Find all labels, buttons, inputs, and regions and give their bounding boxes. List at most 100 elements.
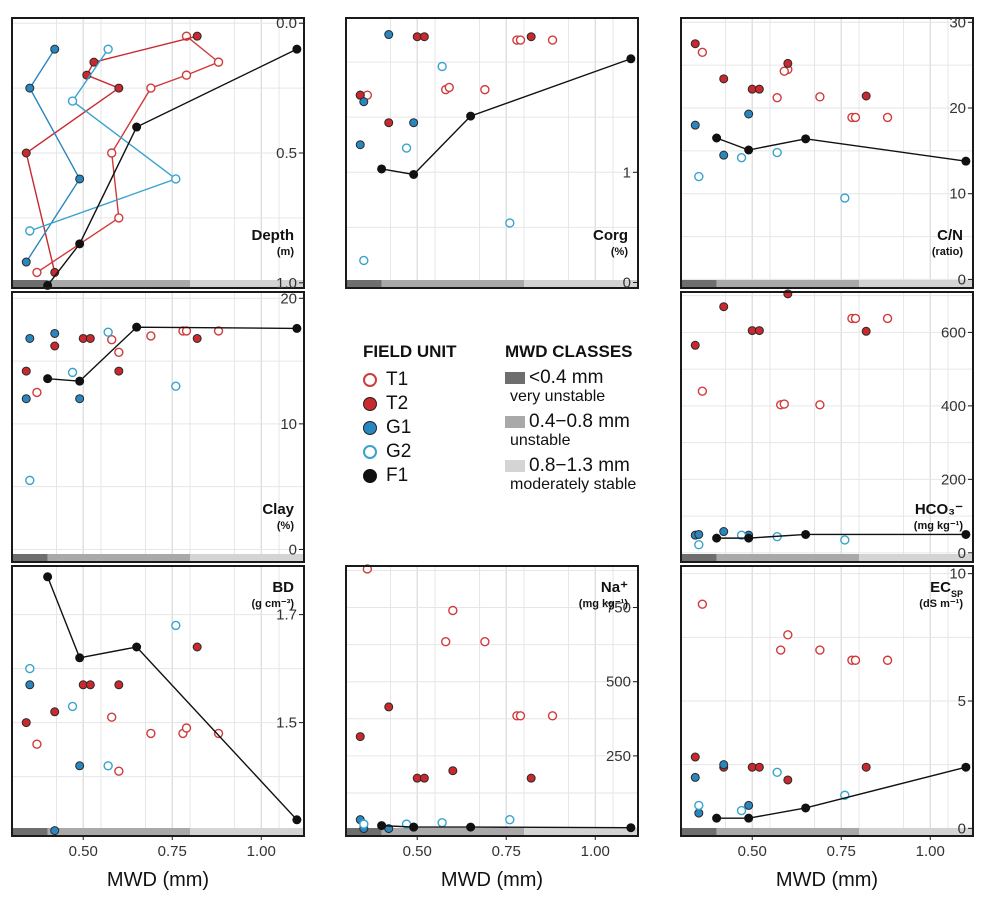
ytick-label: 1 [623, 164, 631, 181]
point-t2 [21, 148, 31, 158]
panel-label-subscript: SP [951, 589, 963, 599]
point-t1 [547, 711, 558, 721]
point-t1 [815, 92, 825, 102]
point-t1 [697, 599, 708, 609]
point-g2 [772, 767, 782, 778]
ytick-label: 400 [941, 398, 966, 415]
mwd-class-bar-3 [859, 554, 973, 562]
point-t1 [32, 739, 42, 749]
g2-marker [363, 445, 377, 459]
point-t1 [882, 313, 893, 324]
point-t2 [754, 84, 764, 94]
mwd-class-bar-2 [381, 828, 525, 836]
mwd-class-bar-2 [381, 280, 525, 288]
panel-corg: 0 1 Corg (%) [345, 17, 639, 291]
point-t1 [32, 267, 42, 278]
point-g1 [21, 394, 31, 404]
panel-label: HCO₃⁻ [915, 501, 963, 518]
series-line-f1 [716, 766, 967, 819]
point-g2 [25, 226, 35, 236]
class-moderately-stable-range: 0.8−1.3 mm [529, 455, 630, 476]
t2-marker [363, 397, 377, 411]
series-line-f1 [47, 48, 298, 286]
ytick-label: 5 [958, 693, 966, 710]
point-g1 [409, 118, 419, 128]
mwd-class-bar-2 [716, 828, 860, 836]
panel-unit: (mg kg⁻¹) [579, 598, 629, 610]
mwd-classes-legend: MWD CLASSES <0.4 mm very unstable 0.4−0.… [505, 342, 636, 500]
xtick-label: 0.50 [738, 843, 767, 860]
point-f1 [744, 533, 754, 543]
point-t2 [690, 340, 700, 350]
point-g1 [75, 394, 85, 404]
point-f1 [132, 322, 142, 332]
xtick-label: 0.50 [69, 843, 98, 860]
point-g1 [50, 328, 60, 338]
mwd-class-bar-3 [190, 554, 304, 562]
point-g2 [840, 193, 850, 203]
point-t1 [815, 400, 825, 410]
class-unstable-swatch [505, 416, 525, 428]
point-f1 [801, 134, 811, 144]
point-g1 [25, 680, 35, 690]
ytick-label: 0 [958, 545, 966, 562]
point-g2 [67, 96, 78, 106]
point-g1 [75, 174, 85, 184]
panel-bd: 1.5 1.7 0.50 0.75 1.00 MWD (mm) BD (g cm⁻³) [11, 565, 305, 891]
point-t2 [419, 773, 429, 783]
point-g2 [505, 814, 515, 825]
point-t2 [114, 366, 124, 376]
point-t2 [419, 32, 429, 42]
point-t2 [50, 341, 60, 351]
point-f1 [626, 54, 636, 64]
point-g1 [694, 808, 704, 818]
point-t1 [480, 636, 490, 647]
ytick-label: 1.7 [276, 607, 297, 624]
point-g1 [359, 97, 369, 107]
panel-label: Corg [593, 227, 628, 244]
point-t2 [384, 702, 394, 712]
point-t2 [355, 732, 365, 742]
legend-item-f1: F1 [363, 464, 457, 488]
grid-corg [345, 18, 638, 288]
point-f1 [75, 653, 85, 663]
point-g2 [67, 701, 78, 712]
point-f1 [292, 323, 302, 333]
point-g1 [690, 120, 700, 130]
point-f1 [292, 44, 302, 54]
legend-item-t1: T1 [363, 368, 457, 392]
point-t2 [21, 718, 31, 728]
legend-label-t1: T1 [386, 369, 409, 390]
mwd-class-bar-3 [190, 828, 304, 836]
panel-unit: (%) [611, 246, 628, 258]
point-t1 [114, 766, 124, 776]
point-g2 [401, 143, 412, 153]
class-unstable-desc: unstable [510, 432, 571, 449]
point-t1 [181, 70, 192, 80]
point-g2 [171, 174, 181, 184]
mwd-class-bar-3 [524, 280, 638, 288]
panel-unit: (m) [277, 246, 294, 258]
point-g1 [719, 527, 729, 537]
point-g2 [437, 817, 447, 828]
ytick-label: 10 [280, 416, 297, 433]
point-g2 [694, 540, 704, 550]
field-unit-title: FIELD UNIT [363, 342, 457, 361]
legend-item-g1: G1 [363, 416, 457, 440]
point-t2 [192, 642, 202, 652]
point-g2 [772, 147, 782, 158]
point-f1 [466, 822, 476, 832]
ytick-label: 0.0 [276, 15, 297, 32]
ytick-label: 10 [949, 566, 966, 583]
mwd-class-bar-3 [859, 828, 973, 836]
point-t1 [515, 711, 526, 721]
legend-label-g2: G2 [386, 441, 412, 462]
xtick-label: 1.00 [581, 843, 610, 860]
point-t1 [107, 335, 117, 345]
point-t2 [526, 773, 536, 783]
point-t1 [181, 723, 192, 733]
point-t1 [697, 47, 708, 57]
point-t2 [719, 302, 729, 312]
xtick-label: 1.00 [247, 843, 276, 860]
xtick-label: 0.75 [158, 843, 187, 860]
